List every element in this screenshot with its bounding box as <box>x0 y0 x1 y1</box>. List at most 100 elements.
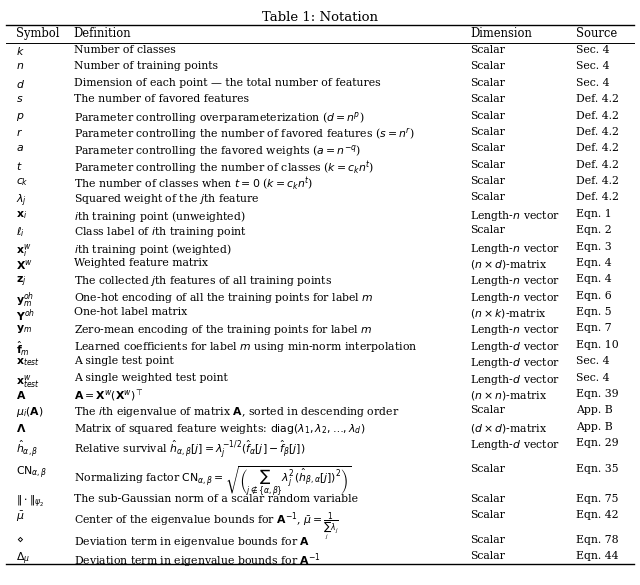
Text: Normalizing factor $\mathrm{CN}_{\alpha,\beta} = \sqrt{\left(\sum_{j\notin\{\alp: Normalizing factor $\mathrm{CN}_{\alpha,… <box>74 464 351 498</box>
Text: Eqn. 6: Eqn. 6 <box>576 291 612 301</box>
Text: Relative survival $\hat{h}_{\alpha,\beta}[j] = \lambda_j^{-1/2}(\hat{f}_\alpha[j: Relative survival $\hat{h}_{\alpha,\beta… <box>74 438 305 460</box>
Text: Parameter controlling the favored weights ($a = n^{-q}$): Parameter controlling the favored weight… <box>74 143 360 159</box>
Text: Scalar: Scalar <box>470 510 505 520</box>
Text: Eqn. 39: Eqn. 39 <box>576 389 619 399</box>
Text: Weighted feature matrix: Weighted feature matrix <box>74 258 207 268</box>
Text: Learned coefficients for label $m$ using min-norm interpolation: Learned coefficients for label $m$ using… <box>74 340 417 354</box>
Text: $\mathbf{y}_m$: $\mathbf{y}_m$ <box>16 324 32 335</box>
Text: Class label of $i$th training point: Class label of $i$th training point <box>74 225 246 239</box>
Text: Eqn. 35: Eqn. 35 <box>576 464 619 474</box>
Text: Table 1: Notation: Table 1: Notation <box>262 11 378 23</box>
Text: $\mathbf{\Lambda}$: $\mathbf{\Lambda}$ <box>16 422 26 433</box>
Text: Length-$n$ vector: Length-$n$ vector <box>470 291 560 305</box>
Text: $\mathbf{x}_{test}$: $\mathbf{x}_{test}$ <box>16 356 40 368</box>
Text: $\mathbf{x}_i^w$: $\mathbf{x}_i^w$ <box>16 242 31 259</box>
Text: Dimension: Dimension <box>470 27 532 40</box>
Text: Eqn. 1: Eqn. 1 <box>576 209 612 219</box>
Text: Sec. 4: Sec. 4 <box>576 61 609 71</box>
Text: Center of the eigenvalue bounds for $\mathbf{A}^{-1}$, $\bar{\mu} = \frac{1}{\su: Center of the eigenvalue bounds for $\ma… <box>74 510 339 543</box>
Text: Length-$n$ vector: Length-$n$ vector <box>470 242 560 256</box>
Text: Length-$d$ vector: Length-$d$ vector <box>470 438 560 452</box>
Text: Parameter controlling the number of favored features ($s = n^r$): Parameter controlling the number of favo… <box>74 127 414 142</box>
Text: Def. 4.2: Def. 4.2 <box>576 127 619 137</box>
Text: Length-$d$ vector: Length-$d$ vector <box>470 373 560 387</box>
Text: Scalar: Scalar <box>470 494 505 504</box>
Text: Dimension of each point — the total number of features: Dimension of each point — the total numb… <box>74 78 380 88</box>
Text: Eqn. 4: Eqn. 4 <box>576 274 612 284</box>
Text: $\|\cdot\|_{\psi_2}$: $\|\cdot\|_{\psi_2}$ <box>16 494 44 510</box>
Text: A single test point: A single test point <box>74 356 173 366</box>
Text: Deviation term in eigenvalue bounds for $\mathbf{A}$: Deviation term in eigenvalue bounds for … <box>74 535 310 549</box>
Text: Squared weight of the $j$th feature: Squared weight of the $j$th feature <box>74 192 259 207</box>
Text: $d$: $d$ <box>16 78 25 90</box>
Text: Sec. 4: Sec. 4 <box>576 45 609 55</box>
Text: Length-$d$ vector: Length-$d$ vector <box>470 356 560 370</box>
Text: The collected $j$th features of all training points: The collected $j$th features of all trai… <box>74 274 332 288</box>
Text: Matrix of squared feature weights: $\mathrm{diag}(\lambda_1, \lambda_2, \ldots, : Matrix of squared feature weights: $\mat… <box>74 422 365 436</box>
Text: Eqn. 4: Eqn. 4 <box>576 258 612 268</box>
Text: Scalar: Scalar <box>470 143 505 153</box>
Text: $\mathbf{A}$: $\mathbf{A}$ <box>16 389 26 401</box>
Text: Eqn. 42: Eqn. 42 <box>576 510 619 520</box>
Text: Eqn. 75: Eqn. 75 <box>576 494 618 504</box>
Text: Scalar: Scalar <box>470 535 505 545</box>
Text: $n$: $n$ <box>16 61 24 71</box>
Text: $k$: $k$ <box>16 45 25 57</box>
Text: Eqn. 5: Eqn. 5 <box>576 307 612 317</box>
Text: $\mathbf{X}^w$: $\mathbf{X}^w$ <box>16 258 33 272</box>
Text: Scalar: Scalar <box>470 111 505 121</box>
Text: Definition: Definition <box>74 27 131 40</box>
Text: $\bar{\mu}$: $\bar{\mu}$ <box>16 510 24 524</box>
Text: $\hat{\mathbf{f}}_m$: $\hat{\mathbf{f}}_m$ <box>16 340 29 358</box>
Text: $\Delta_\mu$: $\Delta_\mu$ <box>16 551 30 567</box>
Text: Eqn. 7: Eqn. 7 <box>576 324 612 333</box>
Text: Eqn. 3: Eqn. 3 <box>576 242 612 252</box>
Text: $r$: $r$ <box>16 127 23 138</box>
Text: A single weighted test point: A single weighted test point <box>74 373 227 383</box>
Text: Def. 4.2: Def. 4.2 <box>576 111 619 121</box>
Text: $\mathbf{x}_i$: $\mathbf{x}_i$ <box>16 209 27 221</box>
Text: Eqn. 10: Eqn. 10 <box>576 340 619 350</box>
Text: Length-$n$ vector: Length-$n$ vector <box>470 274 560 288</box>
Text: $\mathrm{CN}_{\alpha,\beta}$: $\mathrm{CN}_{\alpha,\beta}$ <box>16 464 47 481</box>
Text: $s$: $s$ <box>16 94 24 104</box>
Text: Scalar: Scalar <box>470 78 505 88</box>
Text: The number of classes when $t = 0$ ($k = c_k n^t$): The number of classes when $t = 0$ ($k =… <box>74 176 313 193</box>
Text: Scalar: Scalar <box>470 61 505 71</box>
Text: $\mathbf{x}_{test}^w$: $\mathbf{x}_{test}^w$ <box>16 373 40 390</box>
Text: Scalar: Scalar <box>470 464 505 474</box>
Text: Scalar: Scalar <box>470 551 505 561</box>
Text: Symbol: Symbol <box>16 27 60 40</box>
Text: Scalar: Scalar <box>470 192 505 202</box>
Text: $\mathbf{A} = \mathbf{X}^w(\mathbf{X}^w)^\top$: $\mathbf{A} = \mathbf{X}^w(\mathbf{X}^w)… <box>74 389 143 404</box>
Text: $(n \times d)$-matrix: $(n \times d)$-matrix <box>470 258 548 271</box>
Text: $t$: $t$ <box>16 160 22 171</box>
Text: Def. 4.2: Def. 4.2 <box>576 143 619 153</box>
Text: Parameter controlling overparameterization ($d = n^p$): Parameter controlling overparameterizati… <box>74 111 364 126</box>
Text: Number of classes: Number of classes <box>74 45 175 55</box>
Text: One-hot encoding of all the training points for label $m$: One-hot encoding of all the training poi… <box>74 291 373 305</box>
Text: Scalar: Scalar <box>470 405 505 415</box>
Text: Scalar: Scalar <box>470 160 505 170</box>
Text: App. B: App. B <box>576 405 612 415</box>
Text: $(d \times d)$-matrix: $(d \times d)$-matrix <box>470 422 548 435</box>
Text: $\diamond$: $\diamond$ <box>16 535 24 545</box>
Text: Scalar: Scalar <box>470 94 505 104</box>
Text: Scalar: Scalar <box>470 45 505 55</box>
Text: Def. 4.2: Def. 4.2 <box>576 192 619 202</box>
Text: Scalar: Scalar <box>470 176 505 186</box>
Text: $\lambda_j$: $\lambda_j$ <box>16 192 27 209</box>
Text: Eqn. 44: Eqn. 44 <box>576 551 618 561</box>
Text: $\mathbf{Y}^{oh}$: $\mathbf{Y}^{oh}$ <box>16 307 35 324</box>
Text: $\hat{h}_{\alpha,\beta}$: $\hat{h}_{\alpha,\beta}$ <box>16 438 38 459</box>
Text: One-hot label matrix: One-hot label matrix <box>74 307 187 317</box>
Text: Length-$n$ vector: Length-$n$ vector <box>470 209 560 223</box>
Text: $i$th training point (unweighted): $i$th training point (unweighted) <box>74 209 245 224</box>
Text: Source: Source <box>576 27 617 40</box>
Text: Sec. 4: Sec. 4 <box>576 78 609 88</box>
Text: Number of training points: Number of training points <box>74 61 218 71</box>
Text: Def. 4.2: Def. 4.2 <box>576 176 619 186</box>
Text: $\mu_i(\mathbf{A})$: $\mu_i(\mathbf{A})$ <box>16 405 44 419</box>
Text: The number of favored features: The number of favored features <box>74 94 248 104</box>
Text: Sec. 4: Sec. 4 <box>576 373 609 383</box>
